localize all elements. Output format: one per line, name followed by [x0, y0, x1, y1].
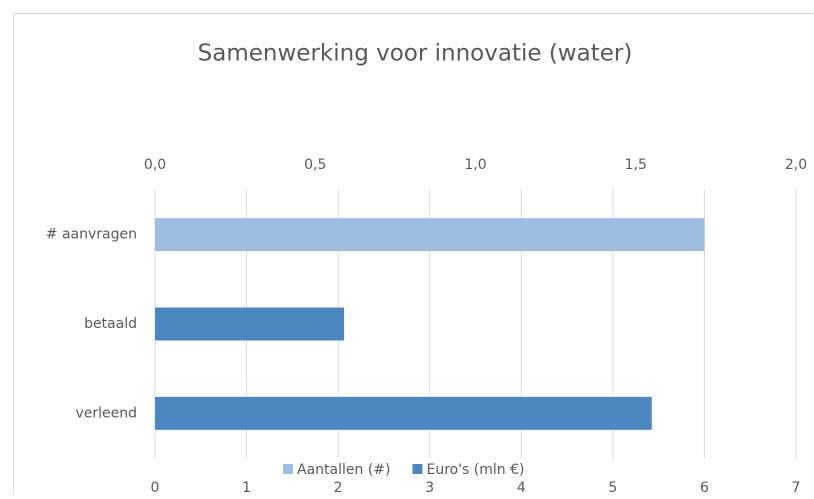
legend-swatch [283, 464, 293, 474]
x-tick-label: 3 [425, 480, 434, 495]
bar [155, 397, 652, 430]
chart-title: Samenwerking voor innovatie (water) [198, 41, 633, 67]
legend-label: Aantallen (#) [297, 462, 390, 478]
x2-tick-label: 0,0 [144, 157, 166, 173]
y-tick-label: # aanvragen [46, 227, 137, 243]
x2-tick-label: 1,5 [625, 157, 647, 173]
x-tick-label: 1 [242, 480, 251, 495]
x-tick-label: 0 [151, 480, 160, 495]
legend-label: Euro's (mln €) [426, 462, 524, 478]
x-tick-label: 2 [334, 480, 343, 495]
legend-swatch [412, 464, 422, 474]
bar [155, 218, 704, 251]
x2-tick-label: 0,5 [304, 157, 326, 173]
x-tick-label: 4 [517, 480, 526, 495]
x-tick-label: 6 [700, 480, 709, 495]
bar [155, 308, 344, 341]
x2-tick-label: 1,0 [464, 157, 486, 173]
x-tick-label: 7 [792, 480, 801, 495]
x-tick-label: 5 [608, 480, 617, 495]
y-tick-label: verleend [75, 405, 137, 421]
x2-tick-label: 2,0 [785, 157, 807, 173]
y-tick-label: betaald [84, 316, 137, 332]
